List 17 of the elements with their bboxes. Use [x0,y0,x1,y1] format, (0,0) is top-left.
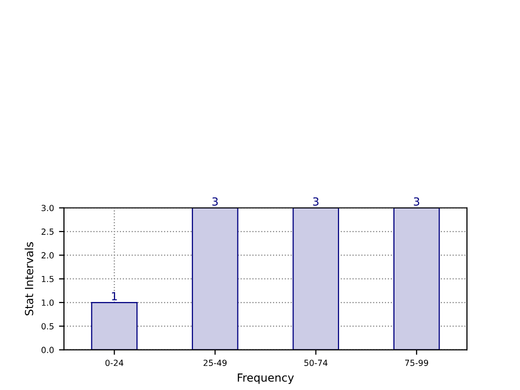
data-label: 3 [212,197,218,206]
x-tick-label: 75-99 [405,360,428,366]
x-tick-label: 0-24 [105,360,124,366]
y-axis-title: Stat Intervals [24,242,34,316]
y-tick-label: 1.0 [42,299,54,306]
y-tick-label: 2.5 [42,228,54,235]
y-tick-label: 1.5 [42,276,54,282]
data-label: 3 [414,197,420,206]
x-tick-label: 25-49 [204,360,227,366]
y-tick-label: 0.5 [42,323,54,330]
x-axis-title: Frequency [238,374,294,384]
data-label: 3 [313,197,318,206]
y-tick-label: 2.0 [42,252,54,258]
y-tick-label: 0.0 [42,346,54,354]
x-tick-label: 50-74 [304,360,328,366]
y-tick-label: 3.0 [42,204,54,212]
data-label: 1 [112,292,117,300]
